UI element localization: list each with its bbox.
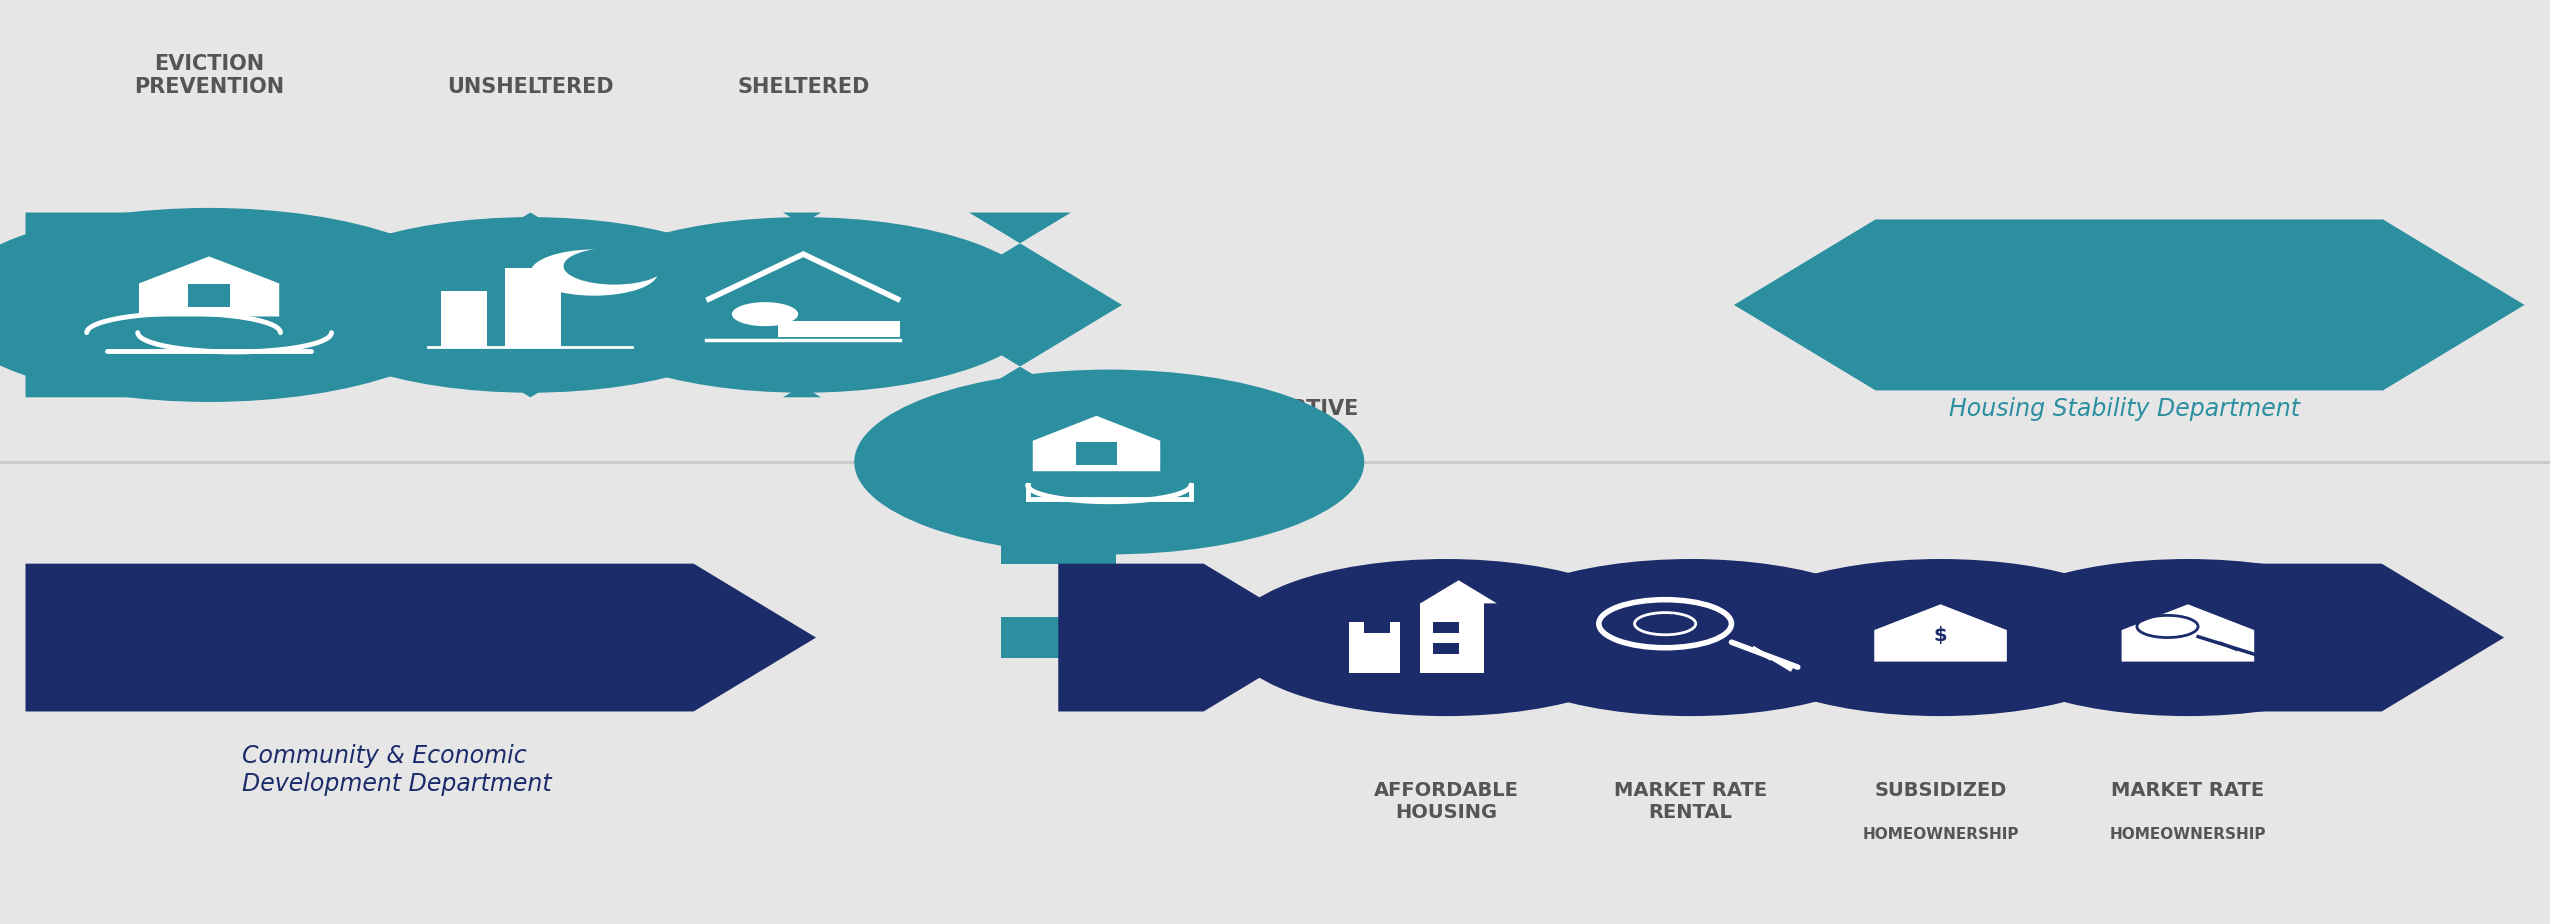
Text: SUBSIDIZED: SUBSIDIZED (1874, 781, 2007, 800)
Polygon shape (918, 213, 1122, 397)
Polygon shape (1058, 564, 1326, 711)
Text: SUPPLY: SUPPLY (326, 616, 515, 659)
Circle shape (1724, 559, 2157, 716)
Polygon shape (1734, 219, 2524, 390)
Text: DEMAND: DEMAND (2014, 284, 2234, 326)
Polygon shape (2122, 604, 2254, 662)
Circle shape (1635, 613, 1696, 635)
Polygon shape (1558, 564, 1826, 711)
Bar (1364, 622, 1390, 633)
Bar (1349, 622, 1400, 673)
Polygon shape (1874, 604, 2007, 662)
Polygon shape (26, 564, 816, 711)
Bar (505, 268, 561, 346)
Text: RENT: RENT (1665, 614, 1691, 634)
Circle shape (561, 217, 1046, 393)
Circle shape (564, 248, 666, 285)
Polygon shape (1808, 564, 2076, 711)
Circle shape (288, 217, 773, 393)
Circle shape (530, 249, 658, 296)
Bar (1076, 443, 1117, 465)
Circle shape (0, 208, 477, 402)
Text: MARKET RATE
RENTAL: MARKET RATE RENTAL (1614, 781, 1767, 821)
Polygon shape (1420, 580, 1497, 603)
Text: Community & Economic
Development Department: Community & Economic Development Departm… (242, 744, 551, 796)
Polygon shape (1033, 416, 1160, 471)
Text: HOMEOWNERSHIP: HOMEOWNERSHIP (1862, 827, 2020, 842)
Bar (778, 321, 900, 337)
Polygon shape (26, 213, 395, 397)
Bar (189, 284, 230, 307)
Circle shape (854, 370, 1364, 554)
Text: SUPPORTIVE
HOUSING: SUPPORTIVE HOUSING (1211, 399, 1359, 442)
Circle shape (1971, 559, 2405, 716)
Text: AFFORDABLE
HOUSING: AFFORDABLE HOUSING (1374, 781, 1517, 821)
Polygon shape (2058, 564, 2504, 711)
Bar (1000, 617, 1117, 658)
Circle shape (1474, 559, 1907, 716)
Text: Housing Stability Department: Housing Stability Department (1948, 397, 2300, 421)
Bar (1433, 622, 1459, 633)
Text: MARKET RATE: MARKET RATE (2111, 781, 2264, 800)
Text: $: $ (1933, 626, 1948, 645)
Circle shape (732, 302, 798, 326)
Polygon shape (1308, 564, 1576, 711)
Bar (1420, 603, 1484, 673)
Polygon shape (377, 213, 683, 397)
Text: EVICTION
PREVENTION: EVICTION PREVENTION (135, 54, 283, 97)
Circle shape (1229, 559, 1663, 716)
Text: UNSHELTERED: UNSHELTERED (446, 77, 615, 97)
Polygon shape (140, 256, 280, 316)
Bar (441, 291, 487, 346)
Polygon shape (668, 213, 936, 397)
Text: HOMEOWNERSHIP: HOMEOWNERSHIP (2109, 827, 2267, 842)
Bar (1433, 643, 1459, 654)
Text: SHELTERED: SHELTERED (737, 77, 870, 97)
Bar (1000, 397, 1114, 564)
